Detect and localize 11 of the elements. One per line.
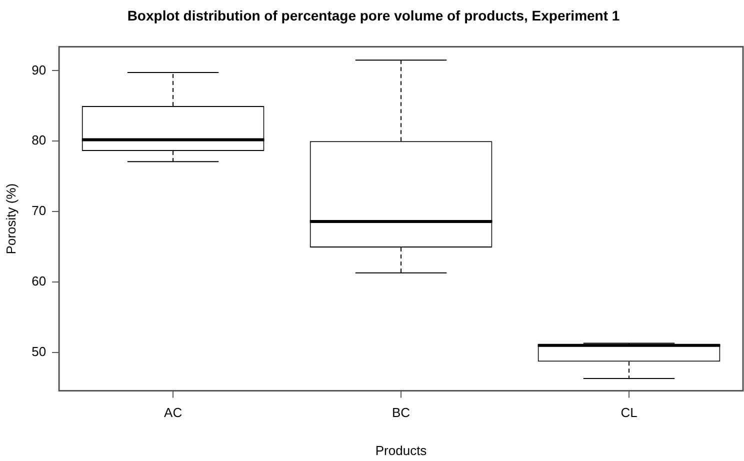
- x-axis-title: Products: [375, 442, 428, 458]
- x-tick-label: CL: [620, 405, 638, 420]
- y-tick-label: 60: [32, 274, 46, 289]
- chart-title: Boxplot distribution of percentage pore volume of products, Experiment 1: [127, 7, 620, 24]
- y-tick-label: 50: [32, 344, 46, 359]
- x-tick-label: AC: [164, 405, 182, 420]
- y-axis-title: Porosity (%): [3, 183, 18, 254]
- y-tick-label: 90: [32, 62, 46, 78]
- y-tick-label: 80: [32, 132, 46, 148]
- x-tick-label: BC: [392, 405, 410, 420]
- y-tick-label: 70: [32, 203, 46, 218]
